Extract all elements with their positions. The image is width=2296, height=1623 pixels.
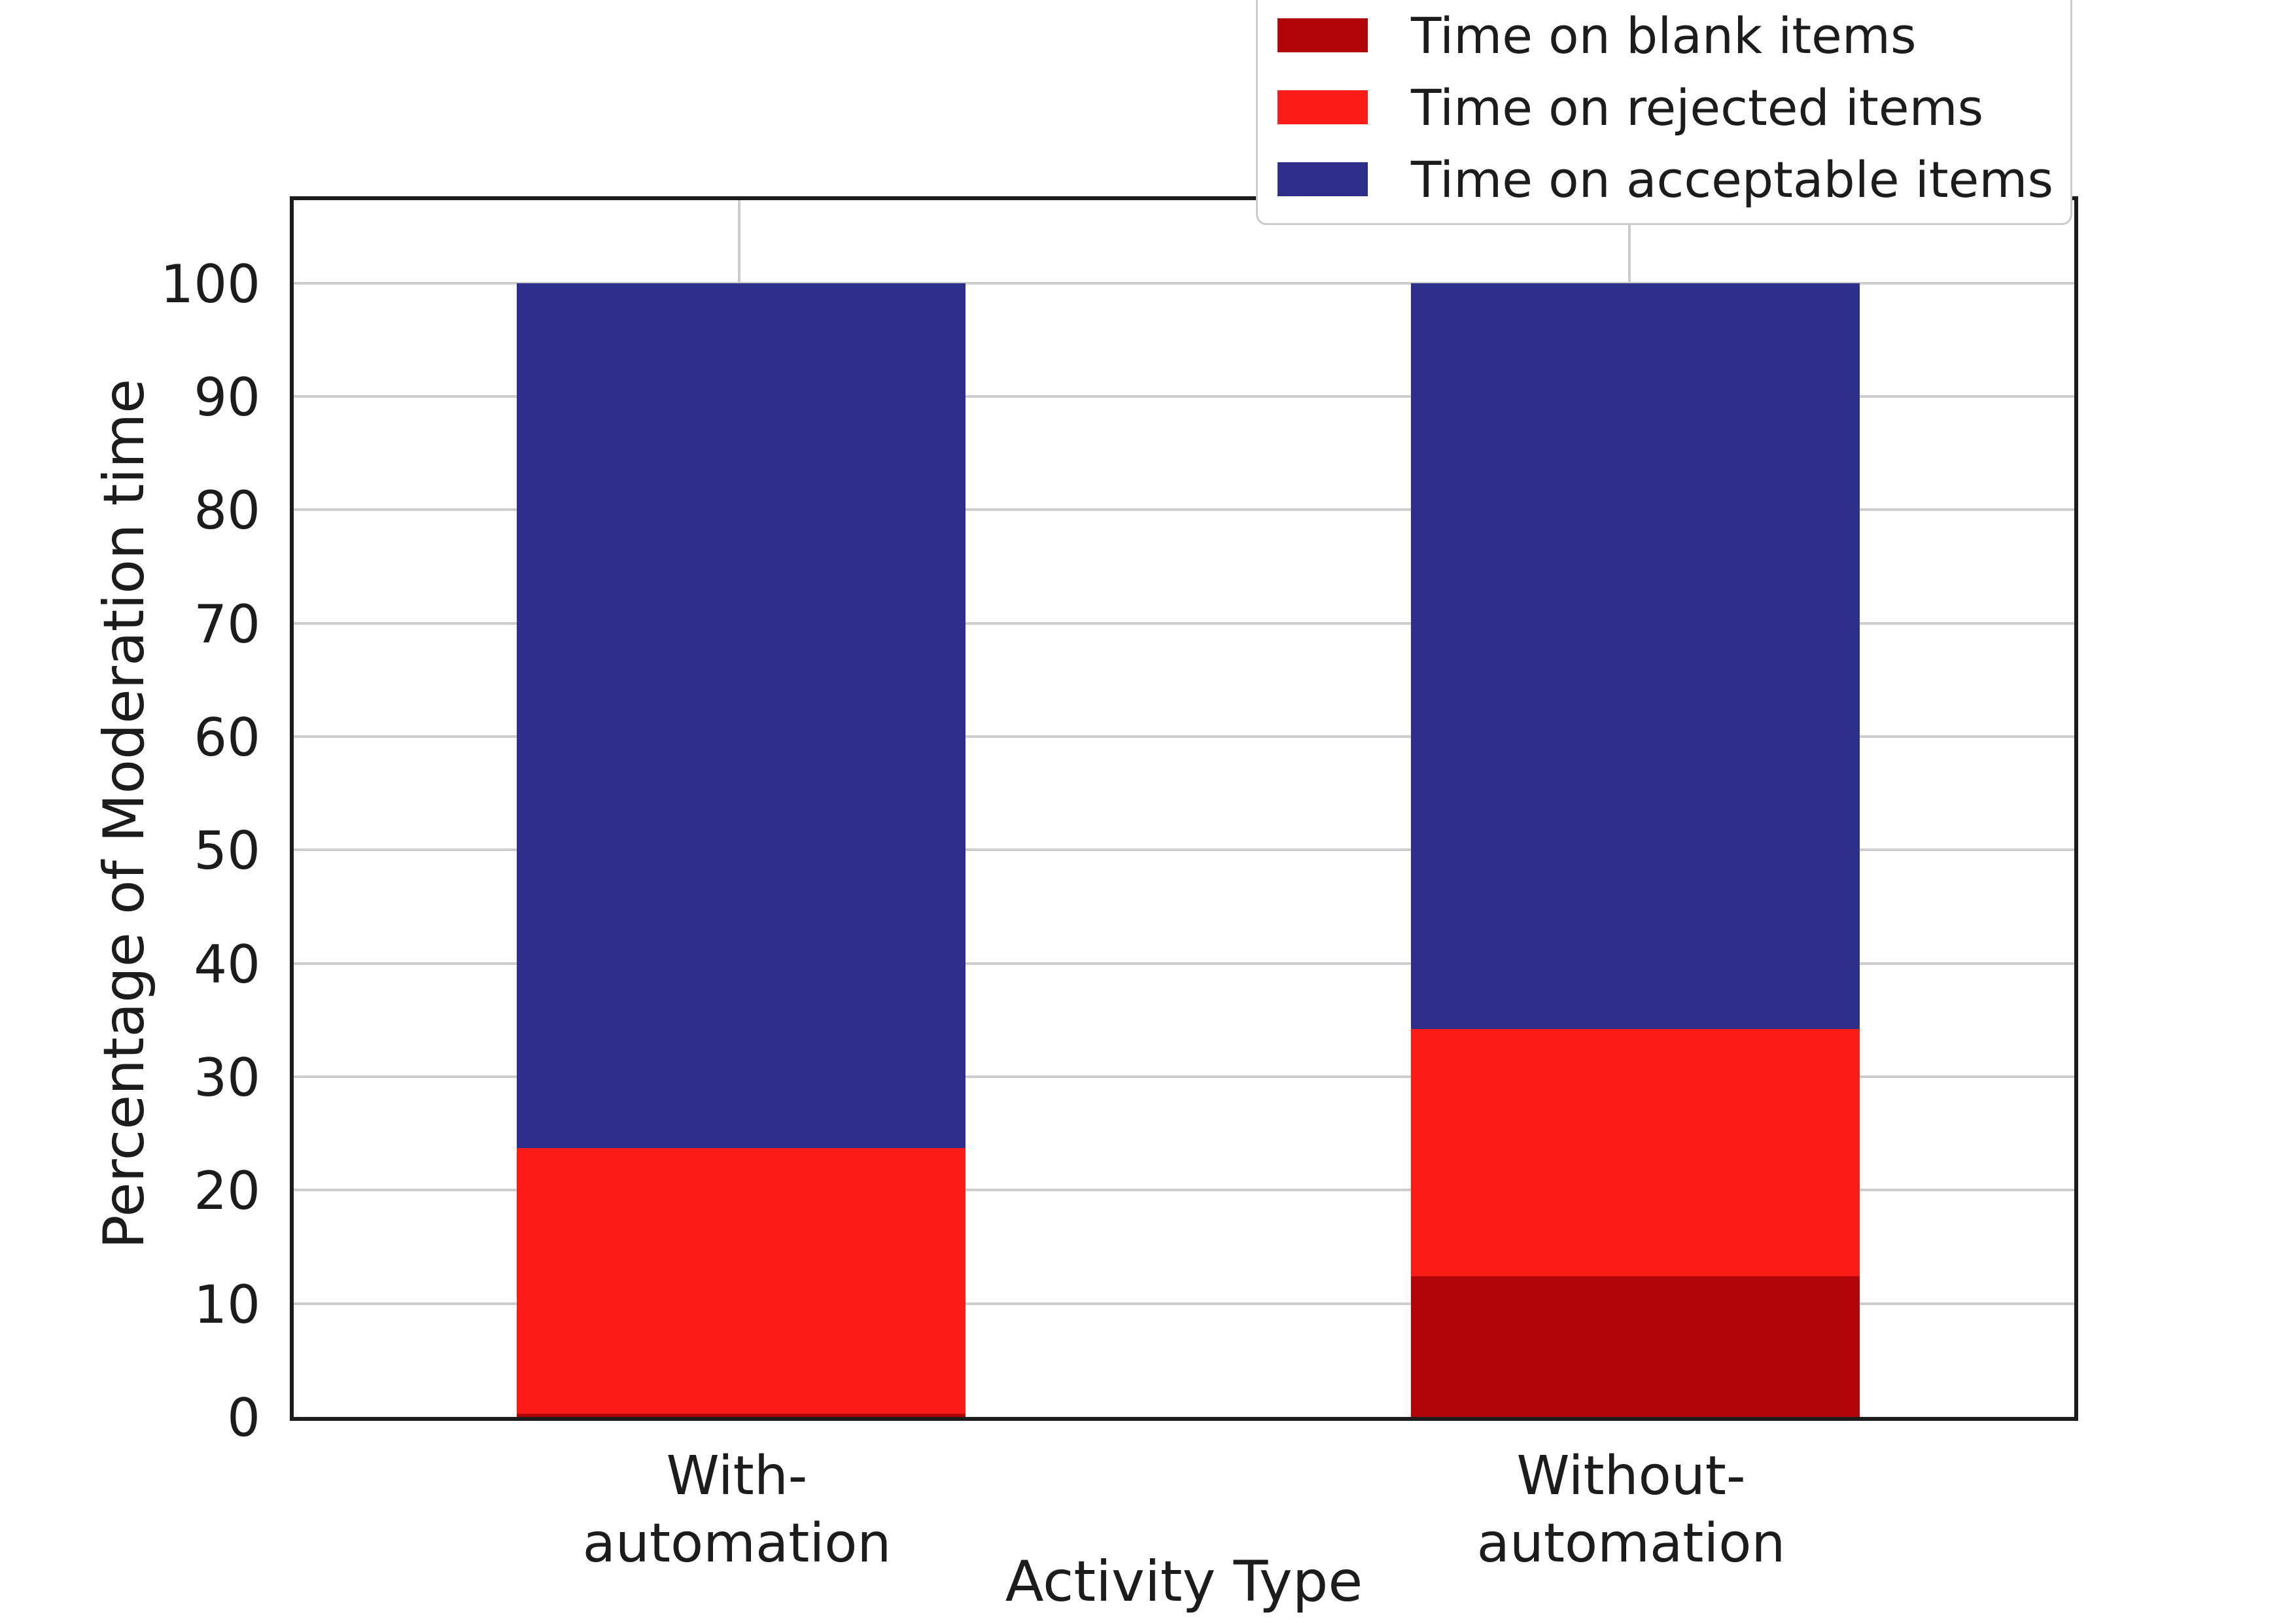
y-tick-30: 30 [194, 1047, 260, 1108]
gridline-y-10 [294, 1302, 2074, 1305]
y-tick-0: 0 [227, 1387, 260, 1448]
gridline-y-100 [294, 281, 2074, 285]
legend-swatch [1278, 18, 1368, 52]
x-axis-label: Activity Type [1005, 1549, 1363, 1614]
gridline-y-90 [294, 395, 2074, 398]
bar-segment-time-on-blank-items [516, 1413, 965, 1417]
bar-segment-time-on-rejected-items [1410, 1029, 1860, 1277]
gridline-y-70 [294, 621, 2074, 625]
gridline-y-50 [294, 848, 2074, 852]
gridline-y-40 [294, 962, 2074, 965]
gridline-y-30 [294, 1075, 2074, 1078]
legend-item-time-on-acceptable-items: Time on acceptable items [1258, 143, 2070, 215]
bar-without-automation [1410, 283, 1860, 1417]
y-tick-80: 80 [194, 480, 260, 542]
plot-area [290, 196, 2078, 1421]
legend-label: Time on acceptable items [1411, 150, 2054, 209]
bar-segment-time-on-acceptable-items [516, 283, 965, 1149]
gridline-y-80 [294, 508, 2074, 512]
legend-item-time-on-rejected-items: Time on rejected items [1258, 71, 2070, 143]
bar-segment-time-on-rejected-items [516, 1148, 965, 1414]
bar-with-automation [516, 283, 965, 1417]
legend-swatch [1278, 90, 1368, 124]
x-tick-without-automation: Without- automation [1476, 1445, 1786, 1575]
gridline-y-60 [294, 735, 2074, 738]
legend-label: Time on rejected items [1411, 78, 1984, 137]
legend-swatch [1278, 162, 1368, 196]
legend-label: Time on blank items [1411, 6, 1917, 65]
legend-rows: Time on blank items Time on rejected item… [1258, 0, 2070, 215]
bar-segment-time-on-blank-items [1410, 1276, 1860, 1417]
gridline-y-20 [294, 1189, 2074, 1192]
legend-item-time-on-blank-items: Time on blank items [1258, 0, 2070, 71]
legend: Time on blank items Time on rejected item… [1256, 0, 2072, 225]
bar-segment-time-on-acceptable-items [1410, 283, 1860, 1030]
y-tick-100: 100 [160, 253, 260, 315]
y-tick-50: 50 [194, 820, 260, 882]
y-tick-70: 70 [194, 593, 260, 655]
y-tick-10: 10 [194, 1274, 260, 1335]
y-tick-60: 60 [194, 707, 260, 768]
y-tick-90: 90 [194, 367, 260, 428]
x-tick-with-automation: With- automation [582, 1445, 892, 1575]
y-tick-40: 40 [194, 934, 260, 995]
y-tick-20: 20 [194, 1161, 260, 1222]
